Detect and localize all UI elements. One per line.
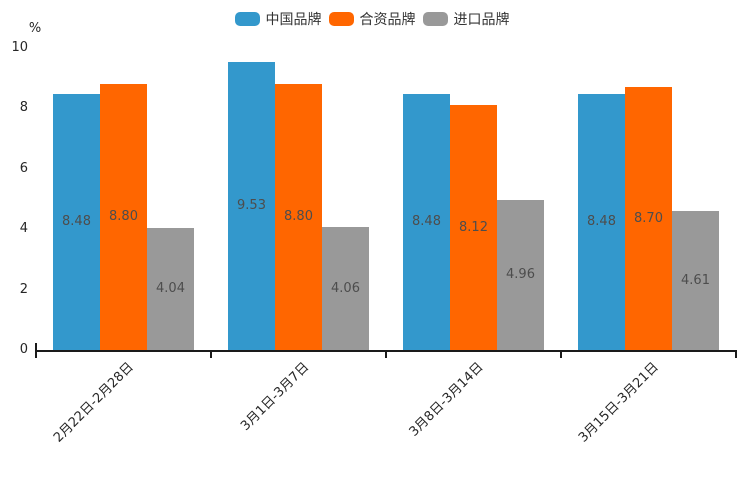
bar-value-label: 8.48 (587, 214, 616, 229)
bar (322, 227, 369, 350)
bar (275, 84, 322, 350)
x-axis-tick (735, 352, 737, 358)
bar-value-label: 8.48 (412, 214, 441, 229)
bar-value-label: 4.06 (331, 280, 360, 296)
y-tick-label: 6 (19, 160, 28, 176)
x-axis-tick (560, 352, 562, 358)
bar-value-label: 4.96 (506, 267, 535, 282)
legend-item-label: 中国品牌 (265, 12, 322, 28)
bar-value-label: 8.12 (459, 219, 488, 235)
y-tick-label: 2 (19, 281, 28, 297)
y-axis-unit-label: % (28, 21, 42, 36)
y-tick-label: 0 (19, 342, 28, 357)
bar (672, 211, 719, 350)
x-category-label: 3月8日-3月14日 (406, 359, 487, 440)
legend-item-0[interactable]: 中国品牌 (234, 9, 322, 29)
legend: 中国品牌 合资品牌 进口品牌 (0, 9, 744, 29)
x-axis-line (35, 350, 737, 352)
bar (497, 200, 544, 350)
bar (147, 228, 194, 350)
x-axis-tick (385, 352, 387, 358)
bar (100, 84, 147, 350)
bar (403, 94, 450, 350)
bar (625, 87, 672, 350)
x-category-label: 3月1日-3月7日 (237, 359, 312, 434)
x-axis-tick (35, 352, 37, 358)
legend-item-1[interactable]: 合资品牌 (328, 9, 416, 29)
bar-value-label: 4.04 (156, 281, 185, 296)
x-category-label: 3月15日-3月21日 (576, 359, 662, 446)
bar-value-label: 8.80 (284, 209, 313, 224)
bar-value-label: 4.61 (681, 272, 710, 288)
bar-value-label: 8.70 (634, 210, 663, 226)
bar (228, 62, 275, 350)
legend-marker-icon (328, 12, 354, 26)
bar-value-label: 8.80 (109, 209, 138, 224)
y-tick-label: 8 (19, 100, 28, 116)
legend-item-2[interactable]: 进口品牌 (422, 9, 510, 29)
bar (578, 94, 625, 350)
legend-marker-icon (422, 12, 448, 26)
x-axis-tick (210, 352, 212, 358)
bar (450, 105, 497, 350)
bar-value-label: 8.48 (62, 214, 91, 229)
legend-item-label: 进口品牌 (453, 12, 510, 28)
bar-value-label: 9.53 (237, 198, 266, 213)
y-tick-label: 4 (19, 221, 28, 237)
x-category-label: 2月22日-2月28日 (51, 359, 137, 446)
legend-marker-icon (234, 12, 260, 26)
x-axis-start-tick (35, 343, 37, 350)
bar (53, 94, 100, 350)
legend-item-label: 合资品牌 (359, 12, 416, 28)
y-tick-label: 10 (11, 40, 28, 55)
